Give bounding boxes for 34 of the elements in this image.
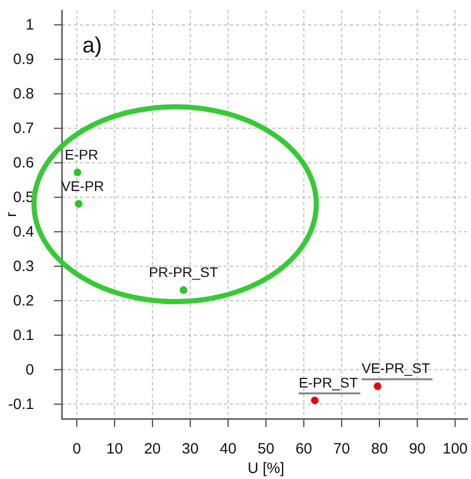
- x-tick-label: 20: [144, 440, 161, 458]
- x-tick-label: 60: [295, 440, 312, 458]
- y-tick-label: 0.7: [13, 120, 34, 138]
- y-tick-label: 0.4: [13, 224, 34, 241]
- annotation: PR-PR_ST: [148, 264, 219, 280]
- x-tick-label: 100: [442, 440, 468, 458]
- x-tick-label: 30: [182, 440, 199, 458]
- y-tick-label: 0.2: [13, 292, 34, 310]
- y-tick-label: 1: [26, 16, 34, 34]
- y-tick-label: 0.6: [13, 154, 34, 172]
- y-tick-label: 0.9: [13, 51, 34, 68]
- y-tick-label: 0.3: [13, 258, 34, 276]
- x-tick-label: 50: [258, 440, 274, 458]
- y-tick-label: 0.1: [13, 327, 34, 344]
- y-tick-label: -0.1: [8, 396, 34, 413]
- point: [310, 396, 319, 404]
- x-tick-label: 0: [72, 440, 81, 458]
- point: [74, 168, 82, 176]
- x-tick-label: 90: [408, 440, 426, 458]
- x-tick-label: 80: [371, 440, 388, 458]
- annotation: E-PR_ST: [298, 374, 358, 390]
- annotation: a): [82, 32, 102, 58]
- point: [374, 382, 382, 390]
- annotation: E-PR: [64, 146, 98, 162]
- point: [74, 200, 82, 208]
- x-tick-label: 70: [333, 440, 350, 458]
- y-axis-title: r: [3, 212, 20, 217]
- x-axis-title: U [%]: [248, 460, 284, 477]
- annotation: VE-PR_ST: [362, 360, 430, 376]
- x-tick-label: 40: [220, 440, 236, 458]
- y-tick-label: 0.8: [13, 86, 34, 103]
- y-tick-label: 0: [26, 361, 34, 378]
- point: [180, 286, 188, 294]
- x-tick-label: 10: [106, 440, 123, 458]
